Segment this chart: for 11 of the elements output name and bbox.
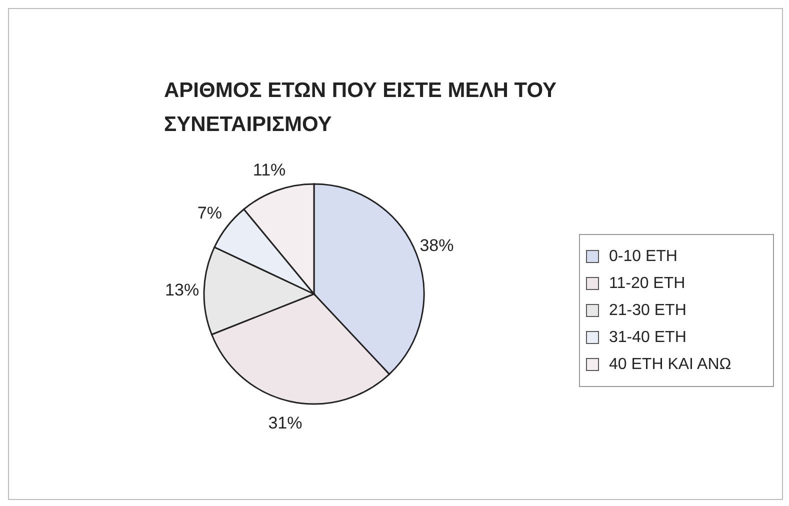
legend-label: 31-40 ΕΤΗ (609, 328, 686, 346)
data-label: 7% (197, 204, 222, 223)
chart-title: ΑΡΙΘΜΟΣ ΕΤΩΝ ΠΟΥ ΕΙΣΤΕ ΜΕΛΗ ΤΟΥ ΣΥΝΕΤΑΙΡΙΣΜΟΥ (164, 78, 558, 138)
data-label: 31% (268, 413, 302, 432)
legend-label: 40 ΕΤΗ ΚΑΙ ΑΝΩ (609, 356, 732, 374)
legend-label: 0-10 ΕΤΗ (609, 248, 678, 266)
data-label: 13% (165, 280, 200, 300)
data-label: 11% (252, 160, 286, 180)
legend-label: 11-20 ΕΤΗ (609, 274, 686, 292)
data-label: 38% (420, 236, 454, 255)
legend-label: 21-30 ΕΤΗ (609, 302, 686, 320)
